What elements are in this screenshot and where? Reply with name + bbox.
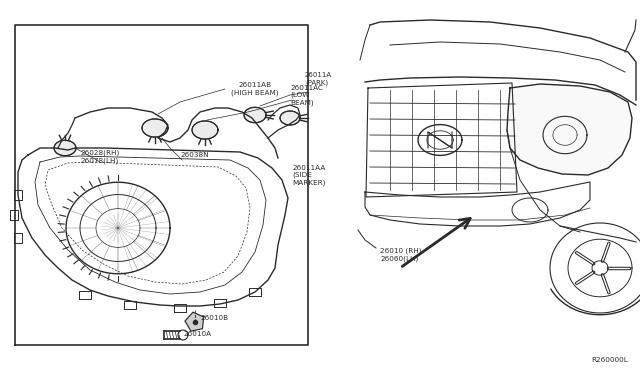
Text: 26011AA
(SIDE
MARKER): 26011AA (SIDE MARKER) [292,165,325,186]
Polygon shape [507,84,632,175]
Text: 26011AB
(HIGH BEAM): 26011AB (HIGH BEAM) [231,82,279,96]
Polygon shape [244,107,266,123]
Polygon shape [280,111,300,125]
Text: 26010 (RH)
26060(LH): 26010 (RH) 26060(LH) [380,248,422,262]
Polygon shape [192,121,218,139]
Text: R260000L: R260000L [591,357,628,363]
Text: 26028(RH)
26078(LH): 26028(RH) 26078(LH) [80,150,119,164]
Text: 26038N: 26038N [180,152,209,158]
Polygon shape [142,119,168,137]
Text: 26010B: 26010B [200,315,228,321]
Text: 26010A: 26010A [183,331,211,337]
Text: 26011A
(PARK): 26011A (PARK) [305,72,332,86]
Polygon shape [185,312,204,331]
Polygon shape [54,140,76,156]
Text: 26011AC
(LOW
BEAM): 26011AC (LOW BEAM) [290,85,323,106]
